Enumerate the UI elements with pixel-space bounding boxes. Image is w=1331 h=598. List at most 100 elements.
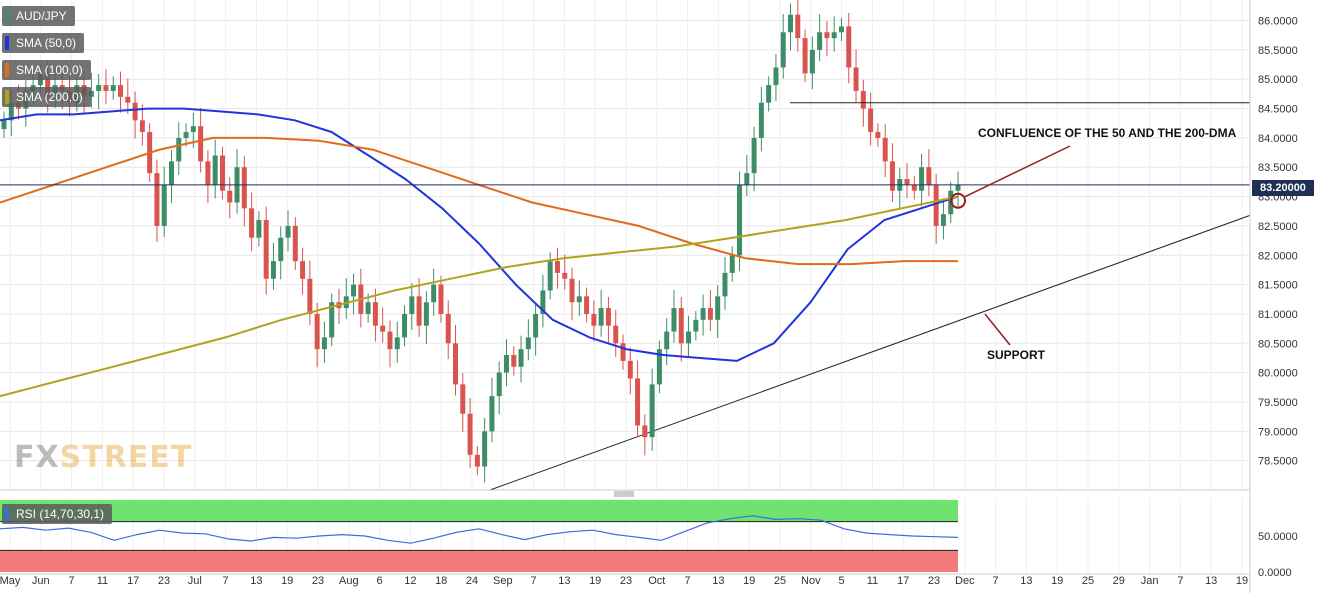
candle-body xyxy=(416,296,422,326)
candle-body xyxy=(190,126,196,133)
legend-sma50: SMA (50,0) xyxy=(2,33,85,53)
candle-body xyxy=(744,173,750,185)
candle-body xyxy=(45,73,51,97)
candle-body xyxy=(161,184,167,226)
candle-body xyxy=(766,85,772,103)
candle-body xyxy=(846,26,852,68)
candle-body xyxy=(445,313,451,344)
candle-body xyxy=(627,360,633,379)
x-tick-label: Nov xyxy=(801,575,821,587)
candle-body xyxy=(758,102,764,138)
x-tick-label: 13 xyxy=(1020,575,1032,587)
legend-rsi: RSI (14,70,30,1) xyxy=(2,504,113,524)
candle-body xyxy=(664,331,670,350)
candle-body xyxy=(365,302,371,314)
candle-body xyxy=(460,384,466,414)
candle-body xyxy=(554,261,560,273)
candle-body xyxy=(409,296,415,314)
x-tick-label: 18 xyxy=(435,575,447,587)
candle-body xyxy=(168,161,174,185)
candle-body xyxy=(795,14,801,39)
fxstreet-logo: FXSTREET xyxy=(14,440,193,475)
candle-body xyxy=(467,413,473,455)
candle-body xyxy=(838,26,844,33)
x-tick-label: 7 xyxy=(531,575,537,587)
y-tick-label: 86.0000 xyxy=(1258,16,1298,28)
candle-body xyxy=(671,308,677,332)
x-tick-label: Jan xyxy=(1141,575,1159,587)
x-tick-label: 13 xyxy=(1205,575,1217,587)
candle-body xyxy=(139,120,145,133)
x-tick-label: 7 xyxy=(223,575,229,587)
x-tick-label: 13 xyxy=(712,575,724,587)
candle-body xyxy=(635,378,641,426)
x-tick-label: Sep xyxy=(493,575,513,587)
candle-body xyxy=(904,178,910,185)
candle-body xyxy=(533,313,539,338)
candle-body xyxy=(686,331,692,344)
candle-body xyxy=(423,302,429,326)
candle-body xyxy=(926,167,932,185)
candle-body xyxy=(321,337,327,350)
candle-body xyxy=(591,313,597,326)
candle-body xyxy=(642,425,648,438)
y-tick-label: 85.0000 xyxy=(1258,74,1298,86)
x-tick-label: 29 xyxy=(1113,575,1125,587)
candle-body xyxy=(649,384,655,438)
candle-body xyxy=(300,261,306,279)
candle-body xyxy=(700,308,706,320)
candle-body xyxy=(911,184,917,191)
candle-body xyxy=(503,355,509,373)
x-tick-label: Jul xyxy=(188,575,202,587)
candle-body xyxy=(540,290,546,314)
rsi-y-tick-label: 0.0000 xyxy=(1258,567,1292,579)
y-tick-label: 84.0000 xyxy=(1258,133,1298,145)
candle-body xyxy=(569,278,575,303)
candle-body xyxy=(889,161,895,191)
y-tick-label: 79.0000 xyxy=(1258,426,1298,438)
x-tick-label: 25 xyxy=(1082,575,1094,587)
candle-body xyxy=(205,161,211,185)
candle-body xyxy=(656,349,662,385)
candle-body xyxy=(707,308,713,320)
candle-body xyxy=(88,90,94,97)
candle-body xyxy=(431,284,437,303)
candle-body xyxy=(307,278,313,314)
candle-body xyxy=(198,126,204,162)
x-tick-label: 23 xyxy=(928,575,940,587)
y-tick-label: 84.5000 xyxy=(1258,104,1298,116)
x-tick-label: May xyxy=(0,575,21,587)
x-tick-label: 19 xyxy=(743,575,755,587)
x-tick-label: 7 xyxy=(1177,575,1183,587)
candle-body xyxy=(715,296,721,320)
annotation-confluence: CONFLUENCE OF THE 50 AND THE 200-DMA xyxy=(978,126,1237,140)
candle-body xyxy=(788,14,794,33)
legend-sma200: SMA (200,0) xyxy=(2,87,91,107)
candle-body xyxy=(562,272,568,279)
candle-body xyxy=(576,296,582,303)
candle-body xyxy=(693,319,699,332)
x-tick-label: 17 xyxy=(897,575,909,587)
x-tick-label: 25 xyxy=(774,575,786,587)
candle-body xyxy=(125,96,131,103)
candle-body xyxy=(387,331,393,350)
x-tick-label: 23 xyxy=(158,575,170,587)
candle-body xyxy=(489,396,495,432)
candle-body xyxy=(380,325,386,332)
x-tick-label: 23 xyxy=(312,575,324,587)
x-tick-label: Aug xyxy=(339,575,359,587)
candle-body xyxy=(183,132,189,138)
candle-body xyxy=(132,102,138,121)
candle-body xyxy=(110,85,116,91)
rsi-y-tick-label: 50.0000 xyxy=(1258,531,1298,543)
y-tick-label: 80.0000 xyxy=(1258,368,1298,380)
candle-body xyxy=(933,184,939,226)
candle-body xyxy=(773,67,779,86)
candle-body xyxy=(402,313,408,338)
candle-body xyxy=(285,225,291,238)
candle-body xyxy=(1,120,7,130)
y-tick-label: 80.5000 xyxy=(1258,338,1298,350)
candle-body xyxy=(219,155,225,191)
